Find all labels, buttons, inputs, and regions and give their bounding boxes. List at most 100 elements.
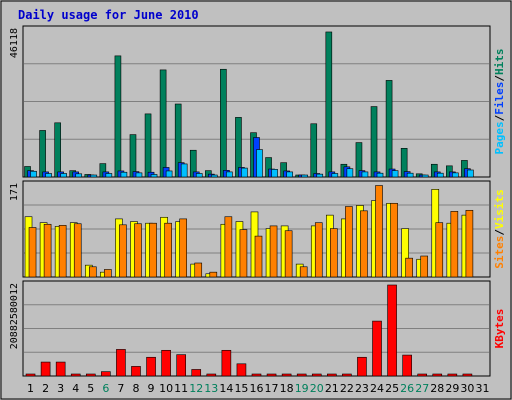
series-pages bbox=[30, 149, 474, 178]
x-tick-label: 19 bbox=[295, 382, 309, 395]
bar-pages-day-10 bbox=[165, 170, 173, 178]
bar-hits-day-2 bbox=[39, 130, 46, 178]
x-tick-label: 17 bbox=[265, 382, 279, 395]
bar-kbytes-day-19 bbox=[296, 373, 307, 377]
bar-sites-day-8 bbox=[134, 223, 142, 278]
bar-pages-day-11 bbox=[180, 163, 188, 178]
bar-kbytes-day-7 bbox=[116, 349, 126, 377]
x-tick-label: 27 bbox=[415, 382, 429, 395]
bar-sites-day-30 bbox=[465, 209, 474, 278]
bar-pages-day-4 bbox=[75, 173, 83, 178]
series-hits bbox=[24, 31, 468, 178]
x-tick-label: 12 bbox=[189, 382, 203, 395]
bar-kbytes-day-28 bbox=[432, 373, 443, 377]
bar-hits-day-7 bbox=[114, 55, 122, 178]
bar-kbytes-day-12 bbox=[191, 369, 202, 377]
legend-part: / bbox=[493, 114, 506, 121]
bar-sites-day-19 bbox=[299, 266, 308, 278]
legend-part: Files bbox=[493, 82, 506, 115]
right-legend: Pages/Files/Hits bbox=[493, 49, 506, 155]
bar-sites-day-4 bbox=[73, 223, 82, 278]
bar-pages-day-20 bbox=[316, 173, 324, 178]
bar-kbytes-day-4 bbox=[70, 373, 81, 377]
bar-sites-day-28 bbox=[435, 222, 444, 278]
bar-pages-day-26 bbox=[406, 172, 414, 178]
legend-part: Sites bbox=[493, 236, 506, 269]
bar-kbytes-day-9 bbox=[146, 356, 156, 377]
bar-sites-day-22 bbox=[345, 206, 353, 278]
bar-kbytes-day-16 bbox=[251, 373, 262, 377]
chart-title: Daily usage for June 2010 bbox=[18, 8, 199, 22]
bar-pages-day-7 bbox=[120, 171, 128, 178]
bar-kbytes-day-17 bbox=[266, 373, 277, 377]
x-tick-label: 22 bbox=[340, 382, 354, 395]
bar-pages-day-2 bbox=[45, 173, 52, 178]
panel-kbytes: 20882580012 KBytes bbox=[9, 280, 506, 377]
series-sites bbox=[28, 185, 474, 278]
bar-sites-day-7 bbox=[119, 224, 127, 278]
x-tick-label: 13 bbox=[204, 382, 218, 395]
bar-kbytes-day-23 bbox=[357, 356, 367, 377]
x-tick-label: 10 bbox=[159, 382, 173, 395]
bar-pages-day-23 bbox=[361, 171, 369, 178]
bar-pages-day-12 bbox=[195, 173, 203, 178]
bar-sites-day-21 bbox=[330, 228, 338, 278]
bar-pages-day-19 bbox=[301, 174, 308, 178]
right-legend: KBytes bbox=[493, 309, 506, 349]
x-tick-label: 26 bbox=[400, 382, 414, 395]
legend-part: Visits bbox=[493, 189, 506, 229]
x-tick-label: 4 bbox=[72, 382, 79, 395]
x-tick-label: 21 bbox=[325, 382, 339, 395]
bar-hits-day-8 bbox=[129, 134, 137, 178]
bar-kbytes-day-22 bbox=[342, 373, 352, 377]
bar-kbytes-day-13 bbox=[206, 373, 217, 377]
x-tick-label: 31 bbox=[475, 382, 489, 395]
x-tick-label: 7 bbox=[117, 382, 124, 395]
bar-kbytes-day-25 bbox=[387, 284, 397, 377]
bar-pages-day-14 bbox=[226, 171, 233, 178]
bar-pages-day-30 bbox=[467, 169, 474, 178]
x-tick-label: 25 bbox=[385, 382, 399, 395]
series-visits bbox=[24, 189, 470, 278]
bar-sites-day-23 bbox=[360, 210, 368, 278]
x-tick-label: 18 bbox=[280, 382, 294, 395]
x-tick-label: 1 bbox=[27, 382, 34, 395]
x-tick-label: 23 bbox=[355, 382, 369, 395]
bar-kbytes-day-26 bbox=[402, 354, 412, 377]
bar-pages-day-3 bbox=[60, 173, 67, 178]
x-tick-label: 5 bbox=[87, 382, 94, 395]
x-tick-label: 14 bbox=[219, 382, 233, 395]
legend-part: / bbox=[493, 229, 506, 236]
x-tick-label: 30 bbox=[460, 382, 474, 395]
bar-pages-day-29 bbox=[452, 172, 459, 178]
x-tick-label: 3 bbox=[57, 382, 64, 395]
bar-sites-day-20 bbox=[314, 222, 323, 278]
bar-sites-day-12 bbox=[194, 262, 203, 278]
bar-kbytes-day-10 bbox=[161, 349, 171, 377]
bar-pages-day-28 bbox=[436, 172, 444, 178]
bar-hits-day-3 bbox=[54, 122, 61, 178]
bar-sites-day-6 bbox=[104, 269, 112, 278]
bar-pages-day-13 bbox=[211, 174, 218, 178]
bar-sites-day-11 bbox=[179, 218, 187, 278]
bar-hits-day-20 bbox=[310, 123, 318, 178]
chart-panels: 46118Pages/Files/Hits171Sites/Visits2088… bbox=[9, 25, 506, 377]
x-tick-label: 2 bbox=[42, 382, 49, 395]
bar-pages-day-1 bbox=[30, 170, 37, 178]
bar-pages-day-8 bbox=[135, 172, 143, 178]
bar-hits-day-14 bbox=[220, 68, 227, 178]
bar-pages-day-17 bbox=[271, 169, 278, 178]
x-tick-label: 11 bbox=[174, 382, 188, 395]
bar-sites-day-5 bbox=[88, 266, 97, 278]
bar-sites-day-13 bbox=[209, 271, 218, 278]
legend-part: Pages bbox=[493, 121, 506, 154]
bar-kbytes-day-24 bbox=[372, 320, 382, 377]
bar-pages-day-6 bbox=[105, 173, 113, 178]
bar-kbytes-day-2 bbox=[40, 361, 51, 377]
bar-kbytes-day-27 bbox=[417, 373, 428, 377]
bar-hits-day-24 bbox=[370, 106, 378, 178]
bar-sites-day-29 bbox=[450, 211, 459, 278]
y-max-label: 20882580012 bbox=[9, 283, 20, 349]
